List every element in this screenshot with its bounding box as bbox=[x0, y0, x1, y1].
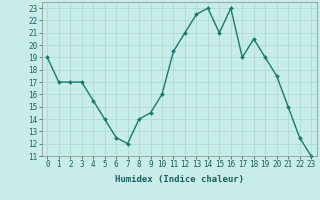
X-axis label: Humidex (Indice chaleur): Humidex (Indice chaleur) bbox=[115, 175, 244, 184]
